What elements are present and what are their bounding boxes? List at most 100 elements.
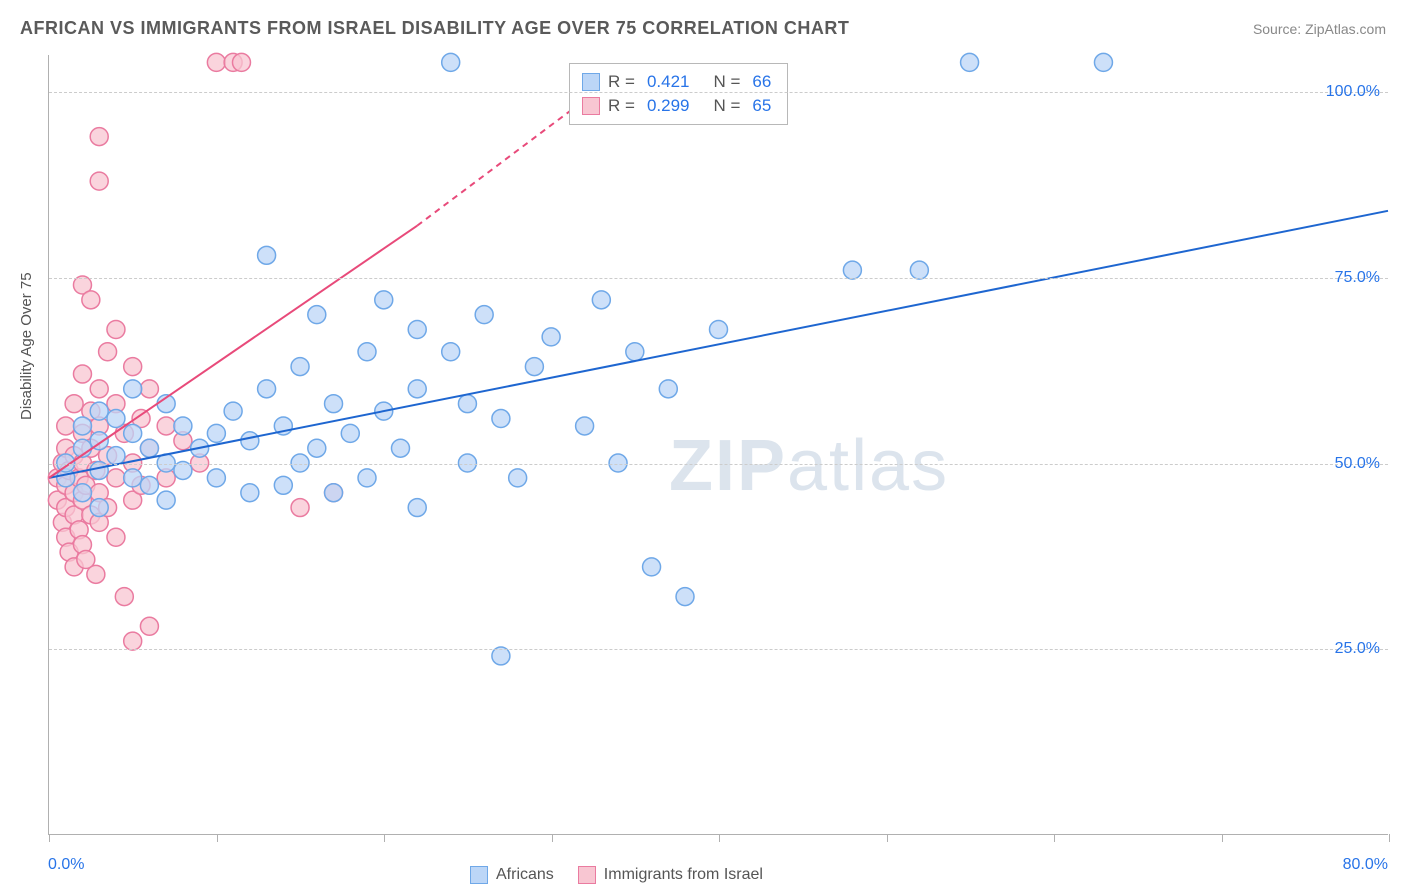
data-point (241, 484, 259, 502)
data-point (140, 476, 158, 494)
data-point (107, 321, 125, 339)
legend-swatch-africans (470, 866, 488, 884)
data-point (375, 291, 393, 309)
data-point (73, 484, 91, 502)
gridline-horizontal (49, 278, 1388, 279)
data-point (258, 380, 276, 398)
data-point (207, 53, 225, 71)
data-point (442, 53, 460, 71)
data-point (124, 380, 142, 398)
data-point (576, 417, 594, 435)
data-point (843, 261, 861, 279)
data-point (325, 395, 343, 413)
data-point (107, 447, 125, 465)
data-point (626, 343, 644, 361)
data-point (157, 417, 175, 435)
gridline-horizontal (49, 649, 1388, 650)
data-point (124, 632, 142, 650)
data-point (241, 432, 259, 450)
series-legend: Africans Immigrants from Israel (470, 866, 763, 884)
data-point (542, 328, 560, 346)
data-point (232, 53, 250, 71)
data-point (73, 417, 91, 435)
data-point (358, 343, 376, 361)
data-point (124, 424, 142, 442)
x-axis-max-label: 80.0% (1343, 856, 1388, 874)
y-tick-label: 25.0% (1335, 640, 1380, 658)
data-point (308, 439, 326, 457)
data-point (341, 424, 359, 442)
data-point (408, 321, 426, 339)
data-point (291, 499, 309, 517)
data-point (492, 410, 510, 428)
data-point (442, 343, 460, 361)
x-tick (49, 834, 50, 842)
y-axis-label: Disability Age Over 75 (18, 272, 35, 420)
data-point (224, 402, 242, 420)
data-point (291, 358, 309, 376)
x-tick (384, 834, 385, 842)
data-point (140, 439, 158, 457)
data-point (207, 424, 225, 442)
data-point (82, 291, 100, 309)
data-point (90, 380, 108, 398)
data-point (475, 306, 493, 324)
data-point (107, 410, 125, 428)
x-tick (552, 834, 553, 842)
data-point (676, 588, 694, 606)
data-point (87, 565, 105, 583)
data-point (910, 261, 928, 279)
data-point (140, 617, 158, 635)
chart-header: AFRICAN VS IMMIGRANTS FROM ISRAEL DISABI… (20, 18, 1386, 39)
data-point (258, 246, 276, 264)
data-point (90, 402, 108, 420)
data-point (408, 380, 426, 398)
data-point (124, 469, 142, 487)
data-point (90, 499, 108, 517)
chart-title: AFRICAN VS IMMIGRANTS FROM ISRAEL DISABI… (20, 18, 849, 39)
data-point (115, 588, 133, 606)
data-point (99, 343, 117, 361)
data-point (325, 484, 343, 502)
chart-plot-area: ZIPatlas R = 0.421 N = 66 R = 0.299 N = … (48, 55, 1388, 835)
y-tick-label: 75.0% (1335, 269, 1380, 287)
data-point (207, 469, 225, 487)
data-point (408, 499, 426, 517)
data-point (458, 395, 476, 413)
legend-swatch-immigrants (578, 866, 596, 884)
data-point (391, 439, 409, 457)
x-tick (1389, 834, 1390, 842)
data-point (659, 380, 677, 398)
data-point (174, 417, 192, 435)
data-point (643, 558, 661, 576)
data-point (1094, 53, 1112, 71)
data-point (73, 365, 91, 383)
data-point (124, 358, 142, 376)
gridline-horizontal (49, 92, 1388, 93)
x-tick (719, 834, 720, 842)
data-point (65, 395, 83, 413)
data-point (90, 128, 108, 146)
y-tick-label: 100.0% (1326, 83, 1380, 101)
data-point (961, 53, 979, 71)
data-point (308, 306, 326, 324)
scatter-plot-svg (49, 55, 1388, 834)
legend-swatch-blue (582, 73, 600, 91)
legend-row-pink: R = 0.299 N = 65 (582, 94, 775, 118)
chart-source: Source: ZipAtlas.com (1253, 21, 1386, 37)
data-point (90, 172, 108, 190)
x-axis-min-label: 0.0% (48, 856, 84, 874)
x-tick (887, 834, 888, 842)
y-tick-label: 50.0% (1335, 455, 1380, 473)
correlation-legend: R = 0.421 N = 66 R = 0.299 N = 65 (569, 63, 788, 125)
legend-item-immigrants: Immigrants from Israel (578, 866, 763, 884)
data-point (107, 528, 125, 546)
x-tick (1222, 834, 1223, 842)
data-point (140, 380, 158, 398)
legend-item-africans: Africans (470, 866, 554, 884)
data-point (710, 321, 728, 339)
legend-row-blue: R = 0.421 N = 66 (582, 70, 775, 94)
trend-line (49, 211, 1388, 478)
data-point (157, 491, 175, 509)
data-point (358, 469, 376, 487)
